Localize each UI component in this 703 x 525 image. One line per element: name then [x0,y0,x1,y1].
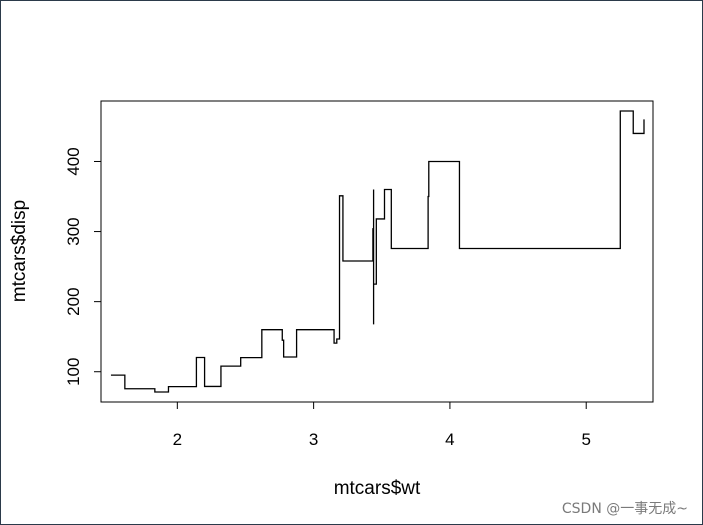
watermark-text: CSDN @一事无成~ [561,501,688,517]
y-axis-title: mtcars$disp [9,200,30,302]
y-tick-label: 200 [64,287,83,315]
y-tick-label: 300 [64,217,83,245]
plot-area-box [100,100,654,403]
y-tick-label: 100 [64,358,83,386]
x-tick-label: 2 [173,430,182,449]
series-step-line [110,110,645,393]
x-tick-label: 3 [309,430,318,449]
x-tick-label: 4 [445,430,454,449]
y-tick-label: 400 [64,147,83,175]
x-axis-title: mtcars$wt [334,478,421,499]
y-axis: 100 200 300 400 [64,147,102,386]
x-axis: 2 3 4 5 [173,401,591,449]
x-tick-label: 5 [581,430,590,449]
